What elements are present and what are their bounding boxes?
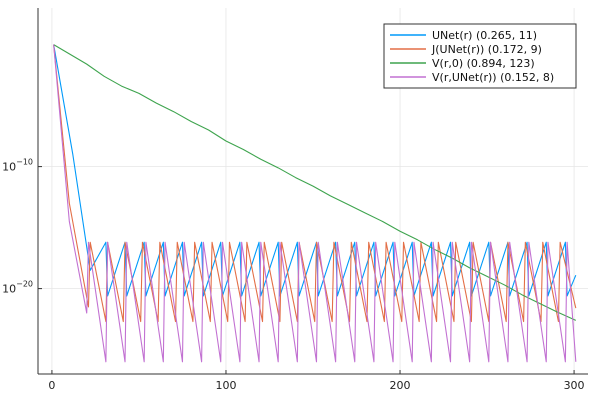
x-tick-label: 100 <box>215 379 236 392</box>
legend-label: V(r,UNet(r)) (0.152, 8) <box>432 71 554 84</box>
ticks: 0 100 200 300 10−10 10−20 <box>2 158 584 392</box>
series-line-4 <box>53 44 577 363</box>
series-line-1 <box>53 44 577 297</box>
legend-label: UNet(r) (0.265, 11) <box>432 29 537 42</box>
y-tick-label: 10−20 <box>2 280 33 296</box>
legend: UNet(r) (0.265, 11)J(UNet(r)) (0.172, 9)… <box>383 23 577 89</box>
y-tick-label: 10−10 <box>2 158 33 174</box>
x-tick-label: 200 <box>390 379 411 392</box>
legend-label: J(UNet(r)) (0.172, 9) <box>431 43 542 56</box>
x-tick-label: 0 <box>48 379 55 392</box>
legend-label: V(r,0) (0.894, 123) <box>432 57 535 70</box>
x-tick-label: 300 <box>564 379 585 392</box>
series-lines <box>53 44 577 363</box>
axes <box>37 8 588 375</box>
